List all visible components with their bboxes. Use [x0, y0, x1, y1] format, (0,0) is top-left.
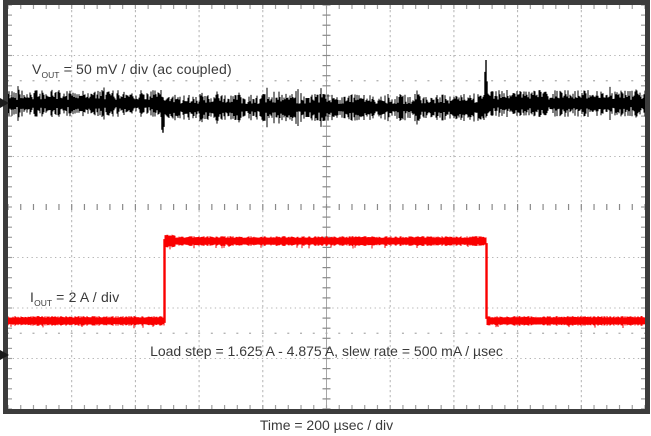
- load-step-annotation: Load step = 1.625 A - 4.875 A, slew rate…: [150, 343, 503, 359]
- vout-trace-label: VOUT = 50 mV / div (ac coupled): [32, 61, 232, 80]
- vout-scale-text: = 50 mV / div (ac coupled): [59, 61, 232, 77]
- iout-scale-text: = 2 A / div: [52, 289, 120, 305]
- vout-reference-arrow-icon: [0, 98, 9, 109]
- vout-symbol: V: [32, 61, 42, 77]
- scope-graticule-frame: VOUT = 50 mV / div (ac coupled) IOUT = 2…: [3, 0, 650, 414]
- vout-subscript: OUT: [41, 69, 60, 80]
- iout-trace-label: IOUT = 2 A / div: [30, 289, 119, 308]
- iout-symbol: I: [30, 289, 35, 305]
- waveform-plot: [8, 5, 645, 409]
- iout-reference-arrow-icon: [0, 349, 9, 360]
- time-axis-label: Time = 200 µsec / div: [259, 417, 394, 433]
- iout-subscript: OUT: [34, 297, 53, 308]
